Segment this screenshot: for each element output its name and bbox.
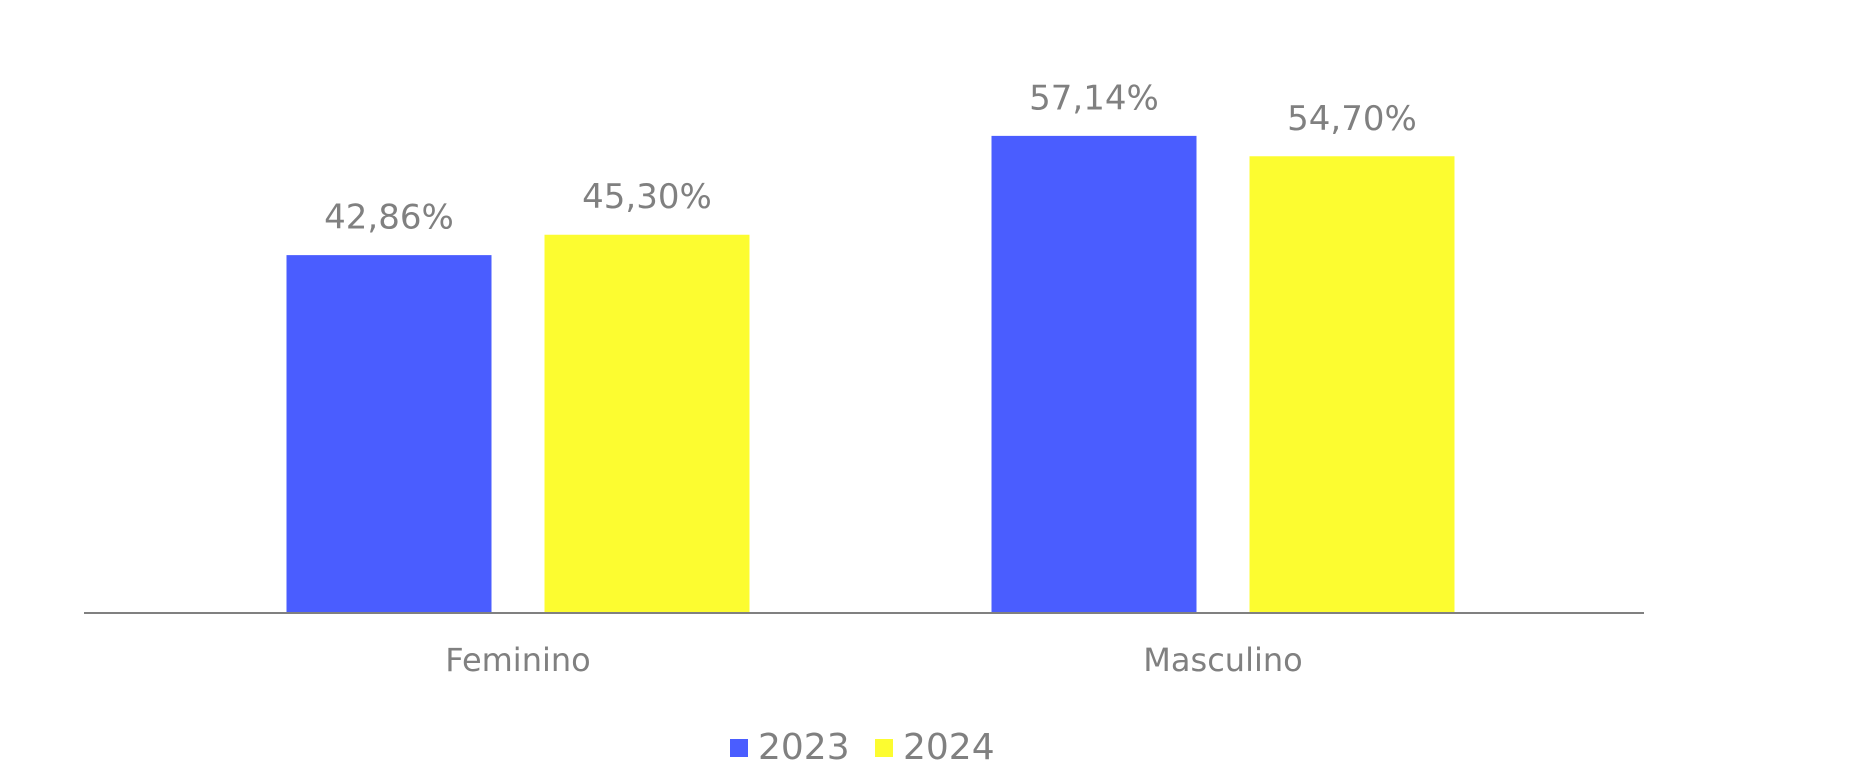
x-tick-label: Feminino [445, 641, 590, 679]
legend-label: 2023 [758, 727, 850, 768]
data-label: 45,30% [582, 177, 712, 217]
data-label: 42,86% [324, 198, 454, 238]
legend-swatch [875, 739, 893, 757]
bar [991, 135, 1197, 614]
legend-swatch [730, 739, 748, 757]
x-tick-label: Masculino [1143, 641, 1302, 679]
data-label: 57,14% [1029, 78, 1159, 118]
legend-label: 2024 [903, 727, 995, 768]
data-label: 54,70% [1287, 99, 1417, 139]
bar [286, 255, 492, 613]
bar [544, 234, 750, 613]
bar [1249, 156, 1455, 613]
